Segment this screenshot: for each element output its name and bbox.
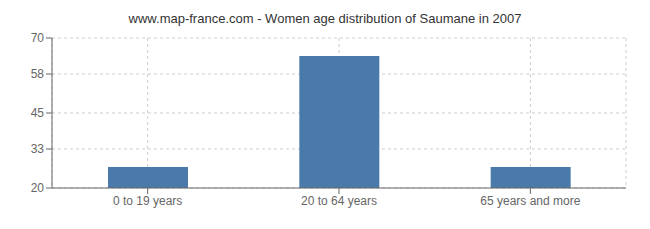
svg-text:70: 70 bbox=[31, 31, 45, 45]
svg-text:58: 58 bbox=[31, 67, 45, 81]
svg-text:33: 33 bbox=[31, 142, 45, 156]
html-text:www.map-france.com - Women age: www.map-france.com - Women age distribut… bbox=[128, 11, 522, 26]
svg-text:65 years and more: 65 years and more bbox=[480, 194, 580, 208]
svg-text:45: 45 bbox=[31, 106, 45, 120]
svg-text:20: 20 bbox=[31, 181, 45, 195]
svg-text:20 to 64 years: 20 to 64 years bbox=[301, 194, 377, 208]
svg-text:0 to 19 years: 0 to 19 years bbox=[113, 194, 182, 208]
